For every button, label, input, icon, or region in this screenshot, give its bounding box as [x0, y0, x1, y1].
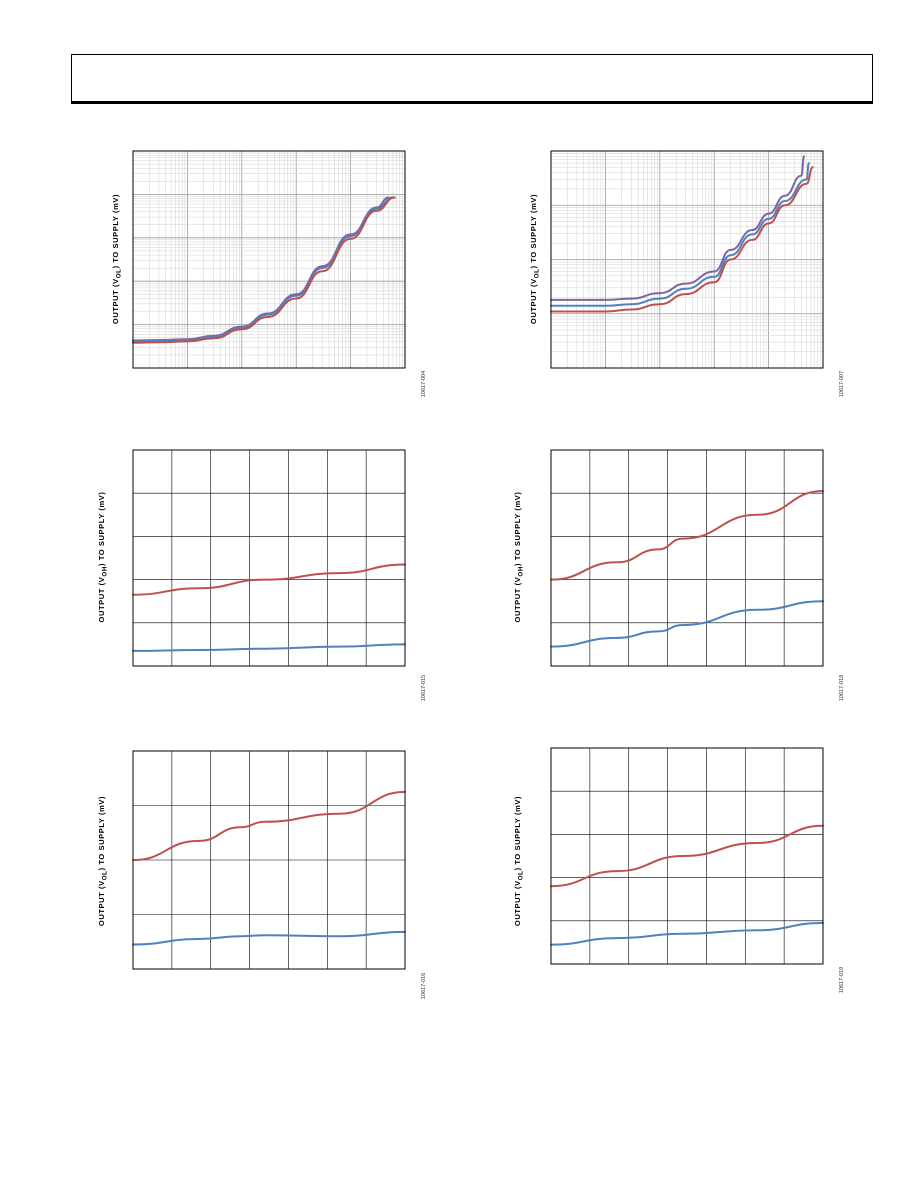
ylabel-chart-6: OUTPUT (VOL) TO SUPPLY (mV) [513, 795, 525, 927]
series-line-blue [132, 196, 394, 343]
ylabel-chart-3: OUTPUT (VOH) TO SUPPLY (mV) [97, 491, 109, 623]
series-line-red [132, 563, 406, 596]
series-line-blue [132, 930, 406, 946]
chart-6-plot [550, 747, 824, 965]
figure-id-3: 10617-015 [421, 674, 427, 702]
series-line-red [132, 790, 406, 861]
series-line-red [550, 166, 814, 313]
plot-frame [550, 747, 824, 965]
ylabel-chart-4: OUTPUT (VOH) TO SUPPLY (mV) [513, 491, 525, 623]
series-line-blue [132, 643, 406, 652]
figure-id-4: 10617-018 [839, 674, 845, 702]
plot-frame [132, 449, 406, 667]
series-line-purple [550, 155, 806, 301]
figure-id-1: 10617-004 [421, 370, 427, 398]
figure-id-2: 10617-007 [839, 370, 845, 398]
plot-frame [132, 750, 406, 970]
series-line-red [550, 490, 824, 581]
series-line-blue [550, 600, 824, 648]
chart-2-plot [550, 150, 824, 369]
plot-frame [550, 449, 824, 667]
page-header-box [71, 54, 873, 104]
ylabel-chart-5: OUTPUT (VOL) TO SUPPLY (mV) [97, 795, 109, 927]
series-line-red [550, 824, 824, 888]
ylabel-chart-2: OUTPUT (VOL) TO SUPPLY (mV) [529, 193, 541, 325]
figure-id-5: 10617-016 [421, 972, 427, 1000]
chart-5-plot [132, 750, 406, 970]
series-line-red [132, 196, 396, 344]
ylabel-chart-1: OUTPUT (VOL) TO SUPPLY (mV) [111, 193, 123, 325]
chart-3-plot [132, 449, 406, 667]
chart-1-plot [132, 150, 406, 369]
plot-frame [550, 150, 824, 369]
series-line-blue [550, 922, 824, 946]
figure-id-6: 10617-019 [839, 966, 845, 994]
series-line-blue [550, 162, 810, 307]
chart-4-plot [550, 449, 824, 667]
plot-frame [132, 150, 406, 369]
